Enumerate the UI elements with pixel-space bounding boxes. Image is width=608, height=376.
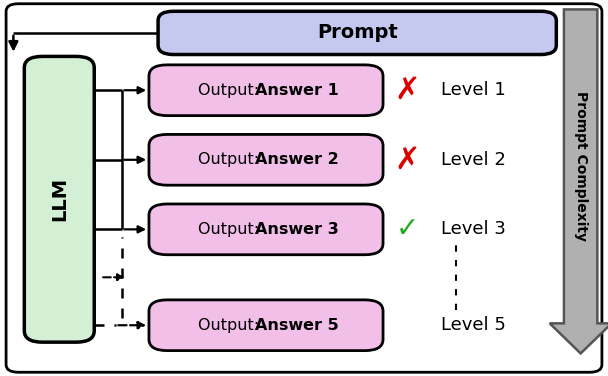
FancyBboxPatch shape — [149, 65, 383, 116]
Text: Prompt Complexity: Prompt Complexity — [573, 91, 588, 241]
FancyBboxPatch shape — [6, 4, 602, 372]
FancyBboxPatch shape — [149, 135, 383, 185]
Text: Answer 2: Answer 2 — [255, 152, 339, 167]
Text: Level 5: Level 5 — [441, 316, 506, 334]
Text: Level 2: Level 2 — [441, 151, 506, 169]
Text: Output:: Output: — [198, 83, 264, 98]
Text: ✗: ✗ — [395, 76, 420, 105]
Text: Level 1: Level 1 — [441, 81, 505, 99]
Text: ✗: ✗ — [395, 145, 420, 174]
Text: Answer 5: Answer 5 — [255, 318, 339, 333]
FancyBboxPatch shape — [149, 300, 383, 350]
Text: Answer 1: Answer 1 — [255, 83, 339, 98]
Text: Output:: Output: — [198, 152, 264, 167]
FancyBboxPatch shape — [24, 56, 94, 342]
Text: LLM: LLM — [50, 177, 69, 221]
Text: Output:: Output: — [198, 222, 264, 237]
FancyBboxPatch shape — [149, 204, 383, 255]
FancyArrow shape — [550, 9, 608, 353]
Text: Answer 3: Answer 3 — [255, 222, 339, 237]
Text: Output:: Output: — [198, 318, 264, 333]
Text: Prompt: Prompt — [317, 23, 398, 42]
Text: Level 3: Level 3 — [441, 220, 506, 238]
Text: ✓: ✓ — [396, 215, 419, 243]
FancyBboxPatch shape — [158, 11, 556, 55]
